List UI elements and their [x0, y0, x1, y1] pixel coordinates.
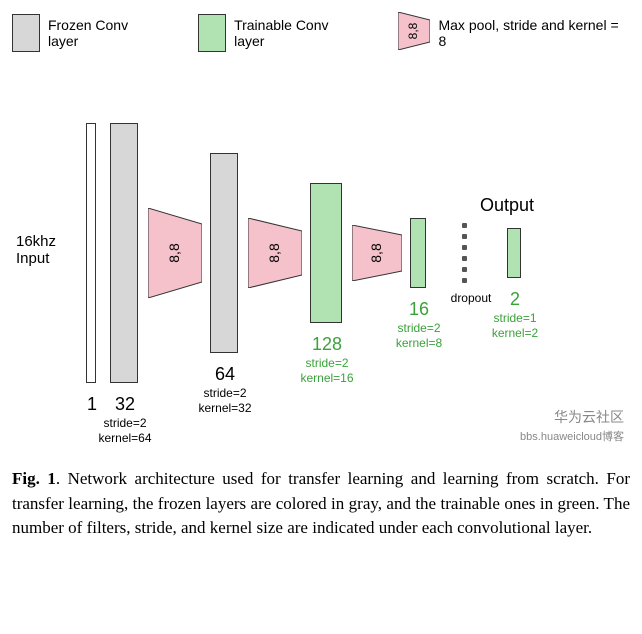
input-rect [86, 123, 96, 383]
legend-pool-shape: 8,8 [398, 12, 430, 53]
frozen-64 [210, 153, 238, 353]
lbl-64: 64stride=2 kernel=32 [192, 363, 258, 416]
lbl-16: 16stride=2 kernel=8 [390, 298, 448, 351]
watermark: 华为云社区 bbs.huaweicloud博客 [520, 407, 624, 444]
legend-pool-label: Max pool, stride and kernel = 8 [438, 17, 630, 49]
output-label: Output [480, 195, 534, 216]
svg-text:8,8: 8,8 [266, 243, 282, 263]
legend-pool-inner: 8,8 [406, 22, 420, 39]
svg-text:8,8: 8,8 [368, 243, 384, 263]
pool-1: 8,8 [148, 208, 202, 301]
trainable-16 [410, 218, 426, 288]
pool-3: 8,8 [352, 225, 402, 284]
legend-trainable-label: Trainable Conv layer [234, 17, 362, 49]
dropout-dots [462, 223, 467, 283]
figure-caption: Fig. 1. Network architecture used for tr… [12, 467, 630, 541]
trainable-2 [507, 228, 521, 278]
legend-frozen-label: Frozen Conv layer [48, 17, 162, 49]
input-label: 16khz Input [16, 233, 56, 267]
trainable-128 [310, 183, 342, 323]
svg-text:8,8: 8,8 [166, 243, 182, 263]
legend-frozen-box [12, 14, 40, 52]
pool-2: 8,8 [248, 218, 302, 291]
legend-trainable-box [198, 14, 226, 52]
frozen-32 [110, 123, 138, 383]
legend: Frozen Conv layer Trainable Conv layer 8… [12, 12, 630, 53]
caption-text: . Network architecture used for transfer… [12, 469, 630, 537]
caption-fig-num: Fig. 1 [12, 469, 56, 488]
lbl-2: 2stride=1 kernel=2 [488, 288, 542, 341]
lbl-128: 128stride=2 kernel=16 [294, 333, 360, 386]
architecture-diagram: 16khz Input Output dropout 华为云社区 bbs.hua… [12, 73, 630, 453]
lbl-32: 32stride=2 kernel=64 [98, 393, 152, 446]
